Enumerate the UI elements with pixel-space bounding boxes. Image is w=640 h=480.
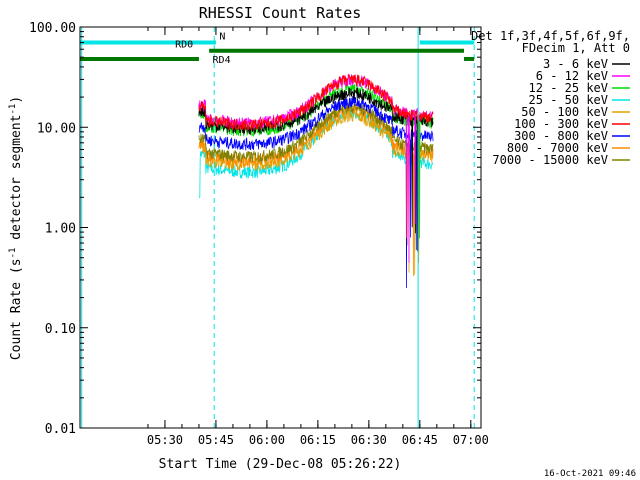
y-tick-label-1: 10.00 [37, 121, 76, 136]
legend-header-1: Det 1f,3f,4f,5f,6f,9f, [471, 29, 630, 43]
plot-frame [79, 26, 482, 429]
legend-label-4: 50 - 100 keV [521, 105, 608, 119]
y-tick-label-0: 100.00 [29, 21, 76, 36]
legend-label-6: 300 - 800 keV [514, 129, 608, 143]
legend-label-3: 25 - 50 keV [529, 93, 608, 107]
attenuator-label-rd4: RD4 [213, 55, 231, 66]
y-axis-label-sup2: -1 [8, 104, 18, 115]
x-tick-label-0: 05:30 [147, 433, 183, 447]
x-axis-label: Start Time (29-Dec-08 05:26:22) [159, 457, 402, 472]
y-axis-label-sup: -1 [8, 248, 18, 259]
legend-label-0: 3 - 6 keV [543, 57, 608, 71]
legend-label-1: 6 - 12 keV [536, 69, 608, 83]
y-tick-label-3: 0.10 [45, 322, 76, 337]
y-tick-label-4: 0.01 [45, 422, 76, 437]
y-axis-label-main: Count Rate (s [9, 258, 24, 360]
x-tick-label-6: 07:00 [453, 433, 489, 447]
chart-title: RHESSI Count Rates [199, 4, 362, 22]
x-tick-label-5: 06:45 [402, 433, 438, 447]
attenuator-label-n: N [219, 32, 225, 43]
legend-label-2: 12 - 25 keV [529, 81, 608, 95]
y-axis-label-rest: detector segment [9, 115, 24, 248]
x-tick-label-1: 05:45 [198, 433, 234, 447]
x-tick-label-2: 06:00 [249, 433, 285, 447]
series-line-100-300kev [198, 73, 434, 254]
y-tick-label-2: 1.00 [45, 222, 76, 237]
x-axis: 05:30 05:45 06:00 06:15 06:30 06:45 07:00 [147, 27, 489, 447]
generation-timestamp: 16-Oct-2021 09:46 [544, 469, 636, 479]
attenuator-label-rd0: RD0 [175, 40, 193, 51]
x-tick-label-4: 06:30 [351, 433, 387, 447]
y-axis: 100.00 10.00 1.00 0.10 0.01 [29, 21, 481, 437]
legend-label-8: 7000 - 15000 keV [492, 153, 608, 167]
series-line-7000-15000kev [198, 101, 434, 164]
series-line-50-100kev [198, 110, 434, 275]
y-axis-label-close: ) [9, 96, 24, 104]
legend-header-2: FDecim 1, Att 0 [522, 41, 630, 55]
legend-label-5: 100 - 300 keV [514, 117, 608, 131]
series-line-3-6kev [198, 87, 434, 252]
legend-label-7: 800 - 7000 keV [507, 141, 608, 155]
data-series-layer [198, 73, 434, 289]
legend: Det 1f,3f,4f,5f,6f,9f, FDecim 1, Att 0 3… [471, 29, 630, 167]
y-axis-label: Count Rate (s-1 detector segment-1) [8, 96, 24, 360]
series-line-300-800kev [198, 95, 434, 289]
x-tick-label-3: 06:15 [300, 433, 336, 447]
